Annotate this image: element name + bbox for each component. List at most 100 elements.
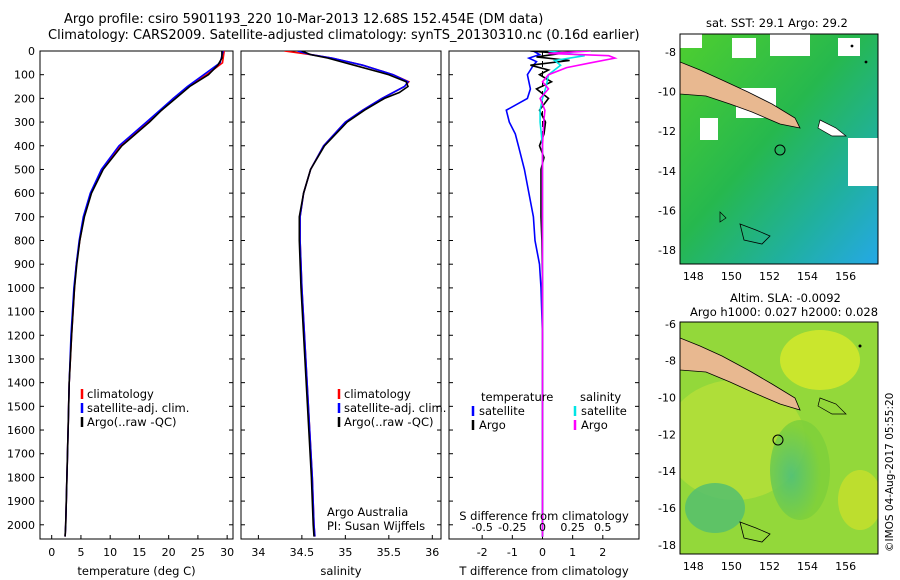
- depth-tick-label: 400: [14, 140, 35, 153]
- panel-2-x-tick-label: 34: [251, 546, 265, 559]
- sst-map-frame: [679, 33, 879, 265]
- depth-tick-label: 1400: [7, 377, 35, 390]
- depth-tick-label: 700: [14, 211, 35, 224]
- map-2-y-tick-label: -16: [658, 502, 676, 515]
- depth-tick-label: 500: [14, 163, 35, 176]
- panel-3-x-tick-label: 1: [569, 546, 576, 559]
- panel-2-x-tick-label: 36: [425, 546, 439, 559]
- map-2-y-tick-label: -10: [658, 391, 676, 404]
- map-1-y-tick-label: -18: [658, 244, 676, 257]
- s-axis-tick-label: 0.25: [560, 521, 585, 534]
- panel-3-x-tick-label: 2: [599, 546, 606, 559]
- legend-temperature-label: satellite: [479, 404, 525, 418]
- sla-map-features: [680, 330, 878, 543]
- map-1-x-tick-label: 156: [835, 270, 856, 283]
- map-2-x-tick-label: 148: [683, 560, 704, 573]
- s-axis-tick-label: 0.5: [594, 521, 612, 534]
- map-1-y-tick-label: -16: [658, 204, 676, 217]
- figure-title-line1: Argo profile: csiro 5901193_220 10-Mar-2…: [64, 12, 544, 27]
- depth-tick-label: 1100: [7, 306, 35, 319]
- panel-1-legend-label: climatology: [87, 387, 154, 401]
- map-2-x-tick-label: 156: [835, 560, 856, 573]
- figure-title-line2: Climatology: CARS2009. Satellite-adjuste…: [48, 28, 640, 43]
- sst-map-features: [680, 34, 878, 245]
- s-axis-label: S difference from climatology: [459, 509, 629, 523]
- panel-1-frame: [39, 50, 234, 540]
- panel-2-x-tick-label: 35.5: [377, 546, 402, 559]
- panel-2-legend-label: Argo(..raw -QC): [344, 415, 434, 429]
- panel-3-x-tick-label: -2: [477, 546, 488, 559]
- map-1-x-tick-label: 154: [797, 270, 818, 283]
- panel-1-x-tick-label: 30: [220, 546, 234, 559]
- panel-1-x-tick-label: 20: [162, 546, 176, 559]
- depth-tick-label: 800: [14, 235, 35, 248]
- panel-3-x-tick-label: -1: [507, 546, 518, 559]
- sst-map-title: sat. SST: 29.1 Argo: 29.2: [706, 16, 848, 30]
- credit-line1: Argo Australia: [327, 505, 408, 519]
- panel-1-x-tick-label: 10: [103, 546, 117, 559]
- panel-1-x-tick-label: 0: [48, 546, 55, 559]
- panel-3-xlabel: T difference from climatology: [458, 564, 629, 578]
- credit-line2: PI: Susan Wijffels: [327, 519, 425, 533]
- depth-tick-label: 600: [14, 187, 35, 200]
- sla-map-frame: [679, 321, 879, 555]
- panel-2-x-tick-label: 34.5: [290, 546, 315, 559]
- depth-tick-label: 1800: [7, 471, 35, 484]
- depth-tick-label: 2000: [7, 519, 35, 532]
- depth-tick-label: 1900: [7, 495, 35, 508]
- legend-salinity-label: Argo: [581, 418, 608, 432]
- map-2-y-tick-label: -12: [658, 428, 676, 441]
- depth-tick-label: 1600: [7, 424, 35, 437]
- depth-tick-label: 1000: [7, 282, 35, 295]
- map-2-x-tick-label: 150: [721, 560, 742, 573]
- s-axis-tick-label: -0.25: [498, 521, 526, 534]
- panel-1-xlabel: temperature (deg C): [77, 564, 195, 578]
- map-1-y-tick-label: -14: [658, 165, 676, 178]
- depth-tick-label: 1300: [7, 353, 35, 366]
- depth-tick-label: 200: [14, 92, 35, 105]
- map-1-x-tick-label: 152: [759, 270, 780, 283]
- map-2-y-tick-label: -6: [665, 318, 676, 331]
- map-1-y-tick-label: -12: [658, 125, 676, 138]
- depth-tick-label: 1200: [7, 329, 35, 342]
- panel-1-legend-label: Argo(..raw -QC): [87, 415, 177, 429]
- legend-temperature-label: Argo: [479, 418, 506, 432]
- sla-map-title-line2: Argo h1000: 0.027 h2000: 0.028: [690, 305, 879, 319]
- sst-map: [679, 33, 879, 265]
- panel-3-x-tick-label: 0: [539, 546, 546, 559]
- s-axis-tick-label: -0.5: [471, 521, 492, 534]
- legend-salinity-title: salinity: [580, 390, 621, 404]
- panel-1-legend-label: satellite-adj. clim.: [87, 401, 189, 415]
- legend-temperature-title: temperature: [481, 390, 553, 404]
- map-2-x-tick-label: 152: [759, 560, 780, 573]
- map-1-x-tick-label: 148: [683, 270, 704, 283]
- sla-map-title-line1: Altim. SLA: -0.0092: [730, 291, 841, 305]
- depth-tick-label: 0: [28, 45, 35, 58]
- map-1-y-tick-label: -10: [658, 86, 676, 99]
- map-1-x-tick-label: 150: [721, 270, 742, 283]
- panel-2-legend-label: satellite-adj. clim.: [344, 401, 446, 415]
- panel-2-series-argo-raw-qc-: [298, 51, 409, 537]
- panel-1-x-tick-label: 15: [132, 546, 146, 559]
- depth-tick-label: 1500: [7, 400, 35, 413]
- legend-salinity-label: satellite: [581, 404, 627, 418]
- map-2-y-tick-label: -18: [658, 539, 676, 552]
- sla-map: [679, 321, 879, 555]
- panel-3-series-s-argo: [539, 51, 618, 537]
- map-1-y-tick-label: -8: [665, 46, 676, 59]
- map-2-x-tick-label: 154: [797, 560, 818, 573]
- s-axis-tick-label: 0: [539, 521, 546, 534]
- footer-stamp: ©IMOS 04-Aug-2017 05:55:20: [884, 392, 896, 552]
- panel-1-series-argo-raw-qc-: [64, 51, 223, 537]
- depth-tick-label: 900: [14, 258, 35, 271]
- panel-2-x-tick-label: 35: [338, 546, 352, 559]
- panel-1-x-tick-label: 25: [191, 546, 205, 559]
- depth-tick-label: 1700: [7, 448, 35, 461]
- panel-1-x-tick-label: 5: [77, 546, 84, 559]
- map-2-y-tick-label: -14: [658, 465, 676, 478]
- panel-2-legend-label: climatology: [344, 387, 411, 401]
- depth-tick-label: 300: [14, 116, 35, 129]
- panel-2-frame: [240, 50, 442, 540]
- depth-tick-label: 100: [14, 69, 35, 82]
